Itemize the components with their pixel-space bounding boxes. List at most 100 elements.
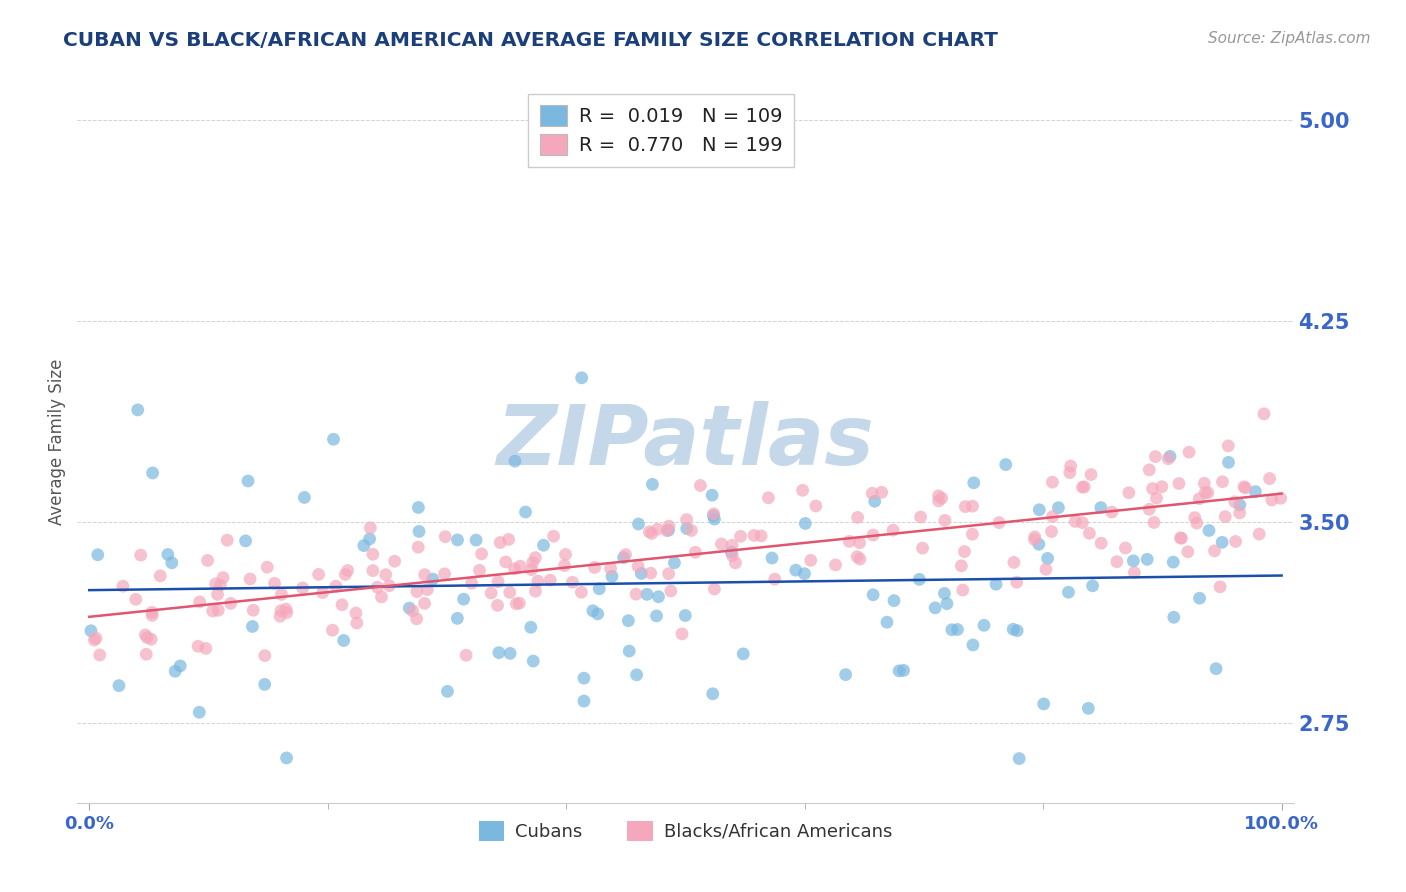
- Point: [361, 564, 384, 578]
- Point: [702, 508, 724, 523]
- Point: [1204, 544, 1226, 558]
- Point: [384, 554, 406, 568]
- Y-axis label: Average Family Size: Average Family Size: [48, 359, 66, 524]
- Point: [204, 577, 226, 591]
- Point: [641, 477, 664, 491]
- Point: [1071, 480, 1094, 494]
- Point: [336, 564, 359, 578]
- Point: [785, 563, 807, 577]
- Point: [522, 654, 544, 668]
- Point: [263, 576, 285, 591]
- Point: [89, 648, 111, 662]
- Point: [322, 432, 344, 446]
- Point: [928, 489, 950, 503]
- Point: [129, 548, 152, 562]
- Point: [1047, 500, 1070, 515]
- Point: [1035, 562, 1057, 576]
- Point: [1163, 610, 1185, 624]
- Point: [197, 553, 219, 567]
- Point: [1249, 527, 1271, 541]
- Point: [533, 538, 555, 552]
- Point: [83, 633, 105, 648]
- Point: [1184, 510, 1206, 524]
- Point: [169, 659, 191, 673]
- Point: [952, 583, 974, 598]
- Point: [406, 584, 429, 599]
- Point: [136, 631, 159, 645]
- Point: [141, 605, 163, 619]
- Point: [571, 585, 593, 599]
- Point: [270, 604, 292, 618]
- Point: [742, 528, 765, 542]
- Point: [1161, 555, 1184, 569]
- Point: [524, 584, 547, 599]
- Point: [685, 545, 707, 559]
- Point: [862, 528, 884, 542]
- Point: [346, 616, 368, 631]
- Point: [626, 668, 648, 682]
- Point: [127, 403, 149, 417]
- Point: [1040, 524, 1063, 539]
- Point: [335, 567, 357, 582]
- Legend: Cubans, Blacks/African Americans: Cubans, Blacks/African Americans: [471, 814, 900, 848]
- Point: [401, 604, 423, 618]
- Point: [1060, 458, 1083, 473]
- Point: [1142, 482, 1164, 496]
- Point: [235, 533, 257, 548]
- Point: [1185, 516, 1208, 530]
- Point: [446, 611, 468, 625]
- Point: [538, 573, 561, 587]
- Point: [761, 551, 783, 566]
- Point: [1114, 541, 1136, 555]
- Point: [80, 624, 103, 638]
- Point: [274, 602, 297, 616]
- Point: [508, 596, 530, 610]
- Point: [1194, 485, 1216, 500]
- Point: [934, 513, 956, 527]
- Point: [846, 549, 869, 564]
- Point: [353, 539, 375, 553]
- Point: [479, 586, 502, 600]
- Point: [543, 529, 565, 543]
- Point: [599, 561, 621, 575]
- Point: [294, 491, 316, 505]
- Point: [934, 586, 956, 600]
- Point: [499, 585, 522, 599]
- Point: [1233, 480, 1256, 494]
- Point: [681, 524, 703, 538]
- Point: [756, 491, 779, 505]
- Point: [1258, 471, 1281, 485]
- Point: [87, 548, 110, 562]
- Point: [671, 627, 693, 641]
- Point: [600, 569, 623, 583]
- Point: [1170, 531, 1192, 545]
- Point: [1071, 516, 1094, 530]
- Point: [613, 550, 636, 565]
- Point: [1042, 509, 1064, 524]
- Point: [720, 545, 742, 559]
- Point: [422, 572, 444, 586]
- Point: [486, 599, 509, 613]
- Point: [1170, 531, 1192, 545]
- Point: [848, 535, 870, 549]
- Point: [207, 603, 229, 617]
- Point: [503, 454, 526, 468]
- Point: [624, 587, 647, 601]
- Point: [406, 540, 429, 554]
- Point: [165, 665, 187, 679]
- Point: [721, 549, 744, 563]
- Point: [370, 590, 392, 604]
- Point: [658, 566, 681, 581]
- Point: [554, 548, 576, 562]
- Point: [617, 614, 640, 628]
- Point: [984, 577, 1007, 591]
- Point: [658, 519, 681, 533]
- Point: [973, 618, 995, 632]
- Point: [673, 608, 696, 623]
- Point: [1005, 575, 1028, 590]
- Point: [988, 516, 1011, 530]
- Point: [468, 563, 491, 577]
- Point: [582, 604, 605, 618]
- Point: [217, 533, 239, 548]
- Point: [1244, 484, 1267, 499]
